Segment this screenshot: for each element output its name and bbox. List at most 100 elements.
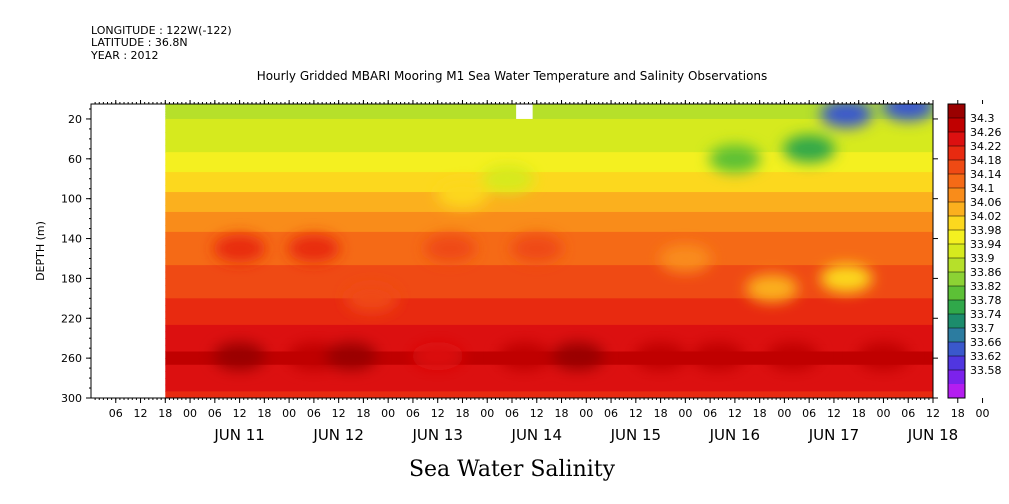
salinity-band xyxy=(165,304,933,313)
salinity-band xyxy=(165,211,933,220)
colorbar-label: 33.86 xyxy=(970,266,1002,279)
salinity-band xyxy=(165,358,933,366)
colorbar-label: 33.62 xyxy=(970,350,1002,363)
salinity-band xyxy=(165,145,933,153)
colorbar-frame xyxy=(947,103,966,399)
salinity-band xyxy=(165,192,933,200)
salinity-band xyxy=(165,258,933,266)
x-tick-label: 00 xyxy=(183,407,197,420)
salinity-band xyxy=(165,364,933,373)
salinity-feature xyxy=(481,164,534,193)
colorbar-label: 33.58 xyxy=(970,364,1002,377)
x-tick-label: 00 xyxy=(480,407,494,420)
x-day-label: JUN 11 xyxy=(213,426,264,444)
salinity-band xyxy=(165,138,933,147)
x-day-label: JUN 14 xyxy=(511,426,562,444)
x-tick-label: 06 xyxy=(802,407,816,420)
colorbar-swatch xyxy=(948,258,965,273)
salinity-band xyxy=(165,106,933,110)
x-tick-label: 06 xyxy=(901,407,915,420)
x-day-label: JUN 12 xyxy=(312,426,363,444)
salinity-band xyxy=(165,371,933,379)
colorbar-label: 33.66 xyxy=(970,336,1002,349)
salinity-band xyxy=(165,298,933,306)
salinity-feature xyxy=(287,234,340,263)
x-tick-label: 18 xyxy=(852,407,866,420)
salinity-band xyxy=(165,104,933,108)
colorbar-label: 33.9 xyxy=(970,252,995,265)
colorbar-swatch xyxy=(948,104,965,119)
colorbar-label: 34.22 xyxy=(970,140,1002,153)
y-tick-label: 100 xyxy=(61,193,82,206)
salinity-band xyxy=(165,225,933,233)
x-tick-label: 12 xyxy=(134,407,148,420)
salinity-band xyxy=(165,285,933,293)
salinity-feature xyxy=(746,274,799,303)
salinity-band xyxy=(165,118,933,127)
x-day-label: JUN 13 xyxy=(411,426,462,444)
salinity-band xyxy=(165,113,933,118)
salinity-feature xyxy=(510,234,563,263)
salinity-band xyxy=(165,391,933,398)
x-axis: 06 12 18 00 06 12 18 00 06 12 18 00 06 12 18 00 06 12 18 00… xyxy=(94,100,990,444)
x-tick-label: 00 xyxy=(381,407,395,420)
y-tick-label: 220 xyxy=(61,312,82,325)
colorbar-swatch xyxy=(948,160,965,175)
x-tick-label: 12 xyxy=(332,407,346,420)
colorbar-label: 34.3 xyxy=(970,112,995,125)
salinity-band xyxy=(165,111,933,115)
colorbar-label: 33.74 xyxy=(970,308,1002,321)
salinity-band xyxy=(165,172,933,180)
salinity-band xyxy=(165,108,933,113)
x-tick-label: 06 xyxy=(604,407,618,420)
y-tick-label: 20 xyxy=(68,113,82,126)
salinity-feature xyxy=(552,342,605,371)
x-tick-label: 00 xyxy=(282,407,296,420)
y-tick-label: 60 xyxy=(68,153,82,166)
colorbar-label: 34.06 xyxy=(970,196,1002,209)
colorbar-swatch xyxy=(948,118,965,133)
salinity-band xyxy=(165,278,933,286)
salinity-feature xyxy=(820,264,873,293)
x-tick-label: 12 xyxy=(233,407,247,420)
colorbar-swatch xyxy=(948,314,965,329)
salinity-band xyxy=(165,271,933,280)
salinity-band xyxy=(165,344,933,353)
y-axis: 20 60 100 140 180 220 260 300 xyxy=(61,108,938,405)
salinity-band xyxy=(165,132,933,140)
year-label: YEAR : 2012 xyxy=(90,49,159,62)
x-day-label: JUN 16 xyxy=(709,426,760,444)
salinity-band xyxy=(165,165,933,173)
colorbar-swatch xyxy=(948,286,965,301)
x-tick-label: 06 xyxy=(307,407,321,420)
colorbar-swatch xyxy=(948,132,965,147)
colorbar-label: 33.98 xyxy=(970,224,1002,237)
colorbar-swatch xyxy=(948,230,965,245)
y-axis-title: DEPTH (m) xyxy=(34,221,47,281)
missing-data xyxy=(516,104,533,119)
colorbar-swatch xyxy=(948,342,965,357)
salinity-feature xyxy=(345,284,398,313)
y-tick-label: 260 xyxy=(61,352,82,365)
colorbar-swatch xyxy=(948,328,965,343)
salinity-band xyxy=(165,231,933,240)
longitude-label: LONGITUDE : 122W(-122) xyxy=(91,24,232,37)
salinity-feature xyxy=(213,342,266,371)
x-tick-label: 00 xyxy=(777,407,791,420)
colorbar-swatch xyxy=(948,244,965,259)
salinity-feature xyxy=(411,342,464,371)
colorbar: 34.334.2634.2234.1834.1434.134.0634.0233… xyxy=(947,103,1002,399)
colorbar-swatch xyxy=(948,272,965,287)
salinity-band xyxy=(165,152,933,160)
salinity-feature xyxy=(436,179,489,208)
x-tick-label: 12 xyxy=(530,407,544,420)
salinity-band xyxy=(165,378,933,386)
colorbar-swatch xyxy=(948,384,965,399)
salinity-band xyxy=(165,291,933,299)
x-day-label: JUN 17 xyxy=(808,426,859,444)
colorbar-label: 33.94 xyxy=(970,238,1002,251)
salinity-feature xyxy=(498,342,551,371)
colorbar-swatch xyxy=(948,370,965,385)
chart-title: Hourly Gridded MBARI Mooring M1 Sea Wate… xyxy=(257,69,768,83)
salinity-band xyxy=(165,331,933,339)
